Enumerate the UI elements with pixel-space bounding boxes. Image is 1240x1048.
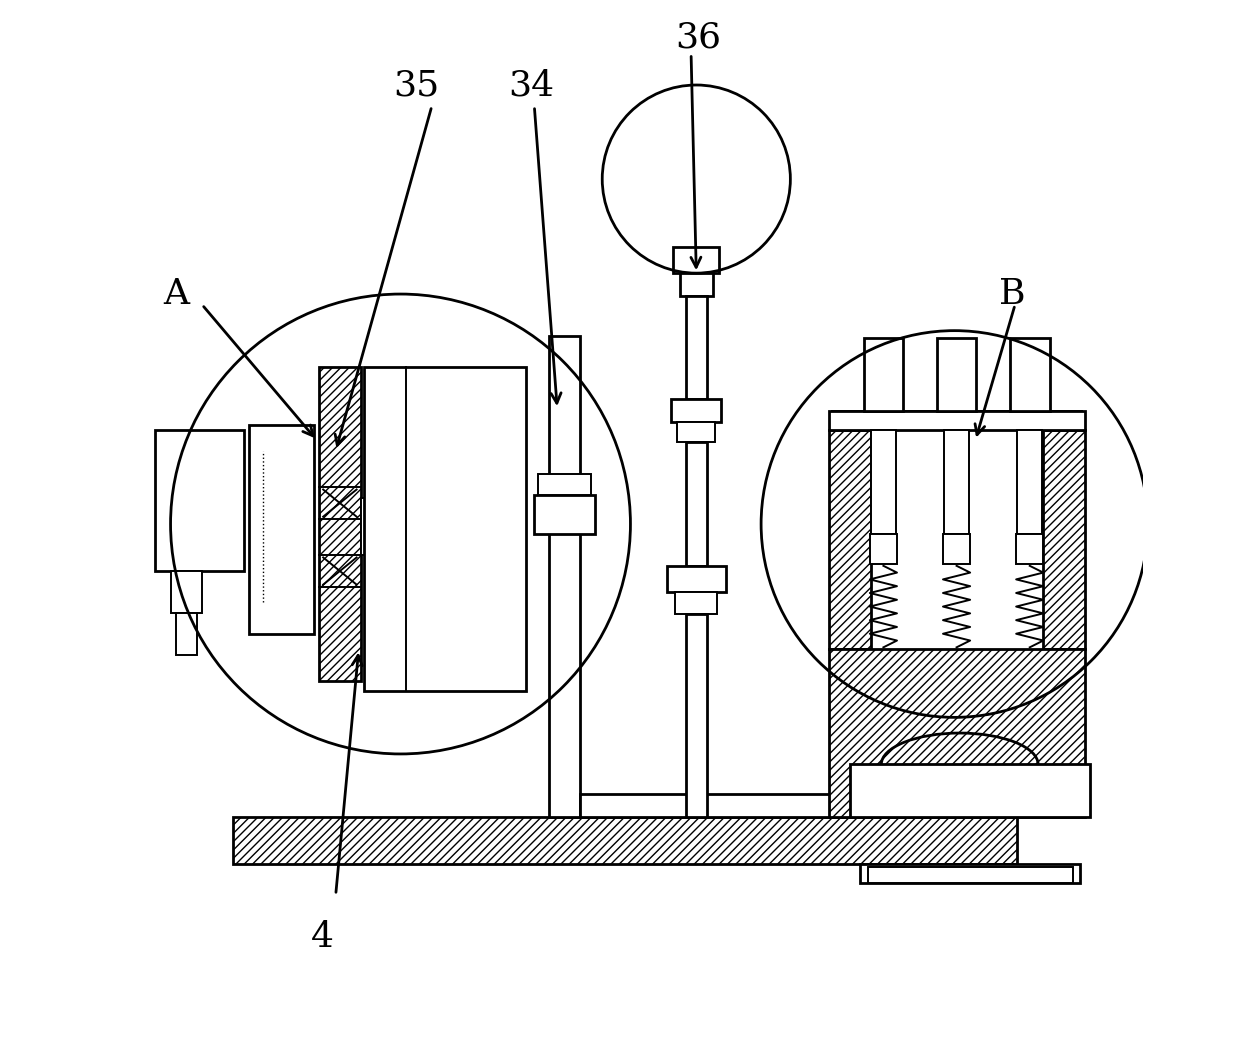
Text: 35: 35 [393,68,439,102]
Bar [319,367,361,681]
Bar [538,474,590,495]
Bar [861,864,1080,882]
Bar [680,274,713,297]
Bar [1043,430,1085,650]
Bar [549,335,580,816]
Bar [1017,430,1043,534]
Bar [830,430,870,650]
Bar [673,247,719,274]
Text: 34: 34 [508,68,554,102]
Bar [171,571,202,613]
Bar [686,297,707,398]
Text: 36: 36 [676,21,722,54]
Bar [667,566,725,592]
Bar [361,498,370,555]
Bar [830,650,1085,816]
Bar [1009,337,1049,411]
Bar [155,430,244,571]
Bar [830,411,1085,430]
Bar [1016,534,1043,564]
Text: A: A [162,277,188,311]
Bar [176,613,197,655]
Bar [686,442,707,566]
Bar [534,495,595,534]
Bar [671,398,722,421]
Bar [944,430,970,534]
Bar [363,367,526,692]
Bar [580,793,868,816]
Bar [233,816,1017,864]
Bar [677,421,715,442]
Bar [686,614,707,816]
Bar [863,337,903,411]
Bar [849,764,1090,816]
Bar [868,867,1073,882]
Bar [936,337,976,411]
Bar [249,424,314,634]
Bar [942,534,970,564]
Text: B: B [998,277,1025,311]
Bar [869,534,897,564]
Text: 4: 4 [310,920,334,954]
Bar [870,430,897,534]
Bar [676,592,717,614]
